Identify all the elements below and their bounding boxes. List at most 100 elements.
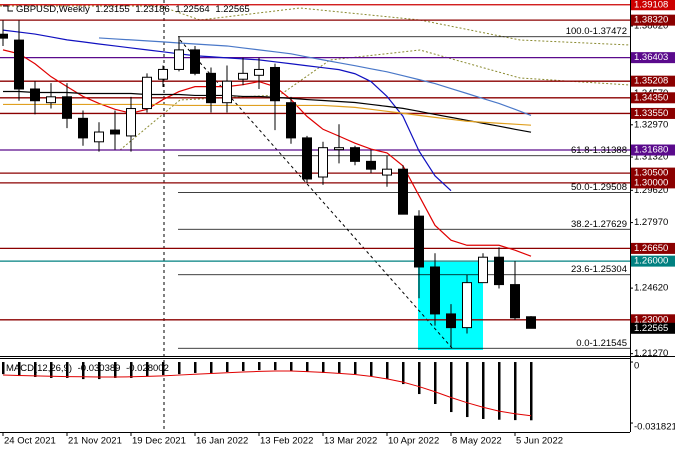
fib-label: 100.0-1.37472 — [566, 26, 627, 37]
candle-body — [62, 96, 72, 119]
level-label: 1.23000 — [634, 314, 668, 325]
fib-label: 61.8-1.31388 — [571, 145, 627, 156]
x-tick-label: 21 Nov 2021 — [68, 436, 122, 447]
price-tag — [631, 322, 675, 334]
y-tick-label: 1.29620 — [634, 185, 668, 196]
ma-line — [3, 90, 532, 133]
x-tick-label: 13 Mar 2022 — [324, 436, 377, 447]
candle-body — [78, 117, 88, 139]
x-tick-label: 16 Jan 2022 — [196, 436, 248, 447]
x-tick-label: 19 Dec 2021 — [132, 436, 186, 447]
y-tick-label: 1.24620 — [634, 283, 668, 294]
macd-bar — [178, 362, 181, 375]
candle-body — [254, 68, 264, 76]
level-tag — [631, 14, 675, 26]
x-tick-label: 24 Oct 2021 — [4, 436, 56, 447]
candle-body — [398, 168, 408, 215]
x-tick-label: 10 Apr 2022 — [388, 436, 439, 447]
candle-body — [430, 266, 440, 315]
candle-body — [0, 33, 8, 39]
fib-label: 23.6-1.25304 — [571, 264, 627, 275]
macd-bar — [146, 362, 149, 377]
symbol: GBPUSD,Weekly — [16, 4, 90, 15]
macd-header: MACD(12,26,9) -0.030389 -0.028002 — [6, 363, 169, 374]
candle-body — [286, 102, 296, 139]
macd-bar — [274, 362, 277, 371]
candle-body — [174, 49, 184, 70]
last-low: 1.22564 — [175, 4, 209, 15]
ma-line — [2, 29, 452, 192]
candle-body — [94, 131, 104, 143]
candle-body — [478, 256, 488, 284]
macd-bar — [418, 362, 421, 395]
candle-body — [462, 282, 472, 329]
header: GBPUSD,Weekly 1.23155 1.23186 1.22564 1.… — [3, 4, 250, 374]
level-label: 1.31680 — [634, 145, 668, 156]
y-tick-label: 1.21270 — [634, 348, 668, 359]
fib-label: 50.0-1.29508 — [571, 182, 627, 193]
macd-bar — [402, 362, 405, 385]
ma-line — [98, 37, 532, 116]
level-tag — [631, 242, 675, 254]
macd-bar — [66, 362, 69, 378]
header-text: GBPUSD,Weekly 1.23155 1.23186 1.22564 1.… — [16, 4, 250, 15]
candle-body — [110, 129, 120, 135]
macd-bar — [306, 362, 309, 372]
macd-bar — [354, 362, 357, 375]
macd-bar — [434, 362, 437, 405]
candle-body — [334, 147, 344, 151]
candle-body — [302, 137, 312, 180]
macd-bar — [50, 362, 53, 378]
y-tick-label: 1.27970 — [634, 217, 668, 228]
level-tag — [631, 107, 675, 119]
level-label: 1.33550 — [634, 108, 668, 119]
y-tick-label: 1.31320 — [634, 152, 668, 163]
level-tag — [631, 167, 675, 179]
ma-line — [2, 49, 532, 257]
macd-bar — [290, 362, 293, 372]
candle-body — [270, 66, 280, 102]
macd-bar — [482, 362, 485, 419]
macd-bar — [466, 362, 469, 418]
candle-body — [414, 215, 424, 268]
candle-body — [382, 168, 392, 176]
candle-body — [350, 147, 360, 162]
macd-bar — [162, 362, 165, 376]
cloud-line — [0, 49, 631, 151]
level-label: 1.34350 — [634, 92, 668, 103]
fib-label: 0.0-1.21545 — [576, 338, 627, 349]
macd-bar — [114, 362, 117, 378]
macd-title: MACD(12,26,9) — [6, 363, 72, 374]
fib-label: 38.2-1.27629 — [571, 219, 627, 230]
macd-bar — [82, 362, 85, 380]
candle-body — [446, 313, 456, 329]
candle-body — [206, 72, 216, 104]
candle-body — [238, 72, 248, 80]
x-tick-label: 5 Jun 2022 — [516, 436, 563, 447]
macd-bar — [258, 362, 261, 371]
candle-body — [222, 80, 232, 104]
candle-body — [158, 68, 168, 80]
macd-bar — [370, 362, 373, 377]
macd-bar — [226, 362, 229, 372]
macd-bar — [34, 362, 37, 377]
macd-bar — [242, 362, 245, 372]
macd-bar — [530, 362, 533, 421]
signal-line — [2, 370, 532, 417]
level-label: 1.30000 — [634, 177, 668, 188]
level-label: 1.36403 — [634, 52, 668, 63]
level-label: 1.26000 — [634, 256, 668, 267]
macd-bar — [130, 362, 133, 378]
level-tag — [631, 144, 675, 156]
level-tag — [631, 92, 675, 104]
level-tag — [631, 75, 675, 87]
last-high: 1.23186 — [135, 4, 169, 15]
candle-body — [526, 316, 536, 329]
price-label: 1.22565 — [634, 323, 668, 334]
axis-background — [630, 0, 675, 450]
y-tick-label: 1.32970 — [634, 119, 668, 130]
